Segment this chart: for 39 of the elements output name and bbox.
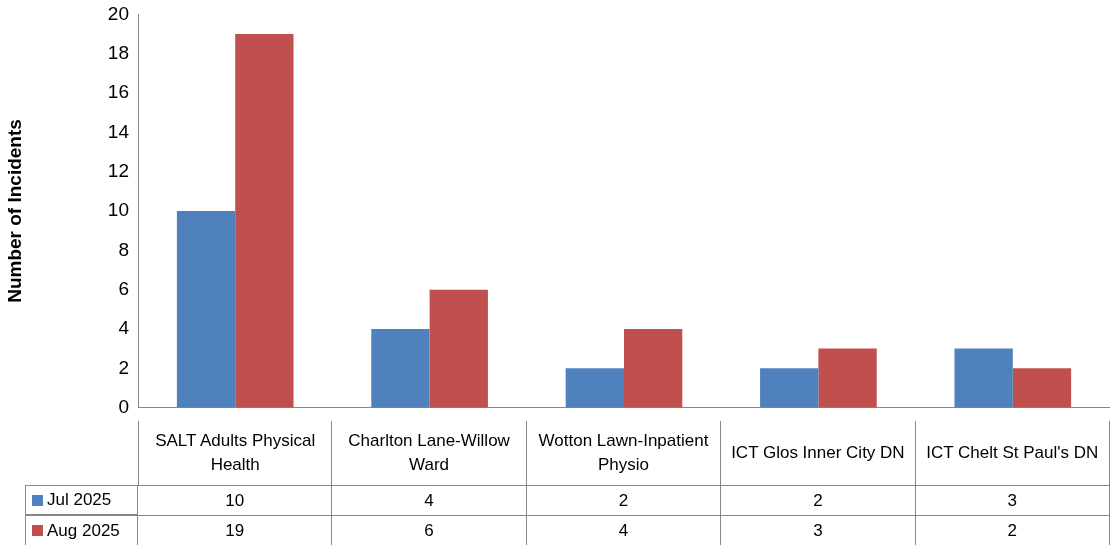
legend-label: Jul 2025: [47, 490, 112, 510]
bar: [429, 289, 488, 408]
bar: [818, 348, 877, 408]
bar: [371, 328, 430, 408]
x-tick-label: Charlton Lane-Willow Ward: [332, 421, 527, 485]
data-label: 2: [915, 515, 1110, 545]
data-label: 4: [332, 485, 527, 515]
data-label: 6: [332, 515, 527, 545]
data-label: 10: [138, 485, 333, 515]
y-axis-title: Number of Incidents: [3, 119, 25, 303]
y-tick-label: 14: [107, 120, 130, 142]
bar: [235, 34, 294, 408]
y-tick-label: 6: [118, 277, 129, 299]
data-label: 3: [721, 515, 916, 545]
y-tick-label: 20: [107, 2, 129, 24]
y-tick-label: 4: [118, 317, 130, 339]
data-label: 4: [526, 515, 722, 545]
x-tick-label: ICT Chelt St Paul's DN: [915, 421, 1110, 485]
bar: [624, 328, 683, 408]
data-label: 2: [526, 485, 722, 515]
x-tick-label: Wotton Lawn-Inpatient Physio: [526, 421, 722, 485]
data-label: 2: [721, 485, 916, 515]
bar: [1012, 368, 1072, 408]
y-tick-label: 8: [118, 238, 129, 260]
bar: [176, 211, 236, 408]
y-tick-label: 12: [107, 159, 129, 181]
data-label: 3: [915, 485, 1110, 515]
legend-label: Aug 2025: [47, 520, 120, 541]
data-label: 19: [138, 515, 333, 545]
y-tick-label: 0: [118, 395, 129, 417]
x-tick-label: SALT Adults Physical Health: [138, 421, 333, 485]
y-tick-label: 10: [107, 199, 129, 221]
y-tick-label: 2: [118, 356, 129, 378]
x-tick-label: ICT Glos Inner City DN: [721, 421, 916, 485]
bar: [760, 368, 819, 408]
y-tick-label: 16: [107, 81, 129, 103]
y-tick-label: 18: [107, 41, 129, 63]
bar: [565, 368, 624, 408]
bar: [954, 348, 1013, 408]
